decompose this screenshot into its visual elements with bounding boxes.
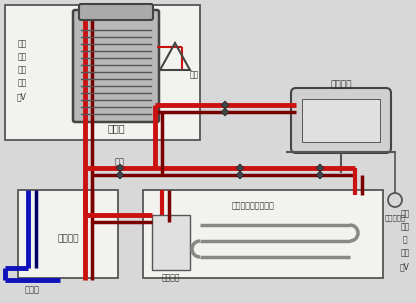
FancyBboxPatch shape: [291, 88, 391, 153]
FancyBboxPatch shape: [73, 10, 159, 122]
Bar: [143, 190, 383, 278]
Polygon shape: [236, 164, 244, 172]
Polygon shape: [316, 164, 324, 172]
Text: 风机盘管: 风机盘管: [330, 81, 352, 89]
Polygon shape: [221, 108, 229, 116]
Bar: [152, 215, 190, 270]
Text: 阀门: 阀门: [115, 158, 125, 167]
Bar: [18, 190, 118, 278]
Bar: [5, 5, 200, 140]
Polygon shape: [116, 171, 124, 179]
Polygon shape: [116, 164, 124, 172]
Text: 进入
蓄冷
采
系统
供V: 进入 蓄冷 采 系统 供V: [400, 209, 410, 271]
Text: 去地下: 去地下: [25, 285, 40, 295]
Polygon shape: [221, 101, 229, 109]
Text: 室内温控器: 室内温控器: [384, 215, 406, 221]
Polygon shape: [236, 171, 244, 179]
Text: 进入
热泵
热水
系统
供V: 进入 热泵 热水 系统 供V: [17, 39, 27, 101]
FancyBboxPatch shape: [302, 99, 380, 142]
Polygon shape: [316, 171, 324, 179]
Text: 集分水器: 集分水器: [162, 274, 180, 282]
Text: 膨胀: 膨胀: [190, 71, 199, 79]
FancyBboxPatch shape: [79, 4, 153, 20]
Text: 热水箱: 热水箱: [107, 123, 125, 133]
Text: 保温热辐射地板采暖: 保温热辐射地板采暖: [232, 201, 275, 211]
Text: 热源机组: 热源机组: [57, 235, 79, 244]
